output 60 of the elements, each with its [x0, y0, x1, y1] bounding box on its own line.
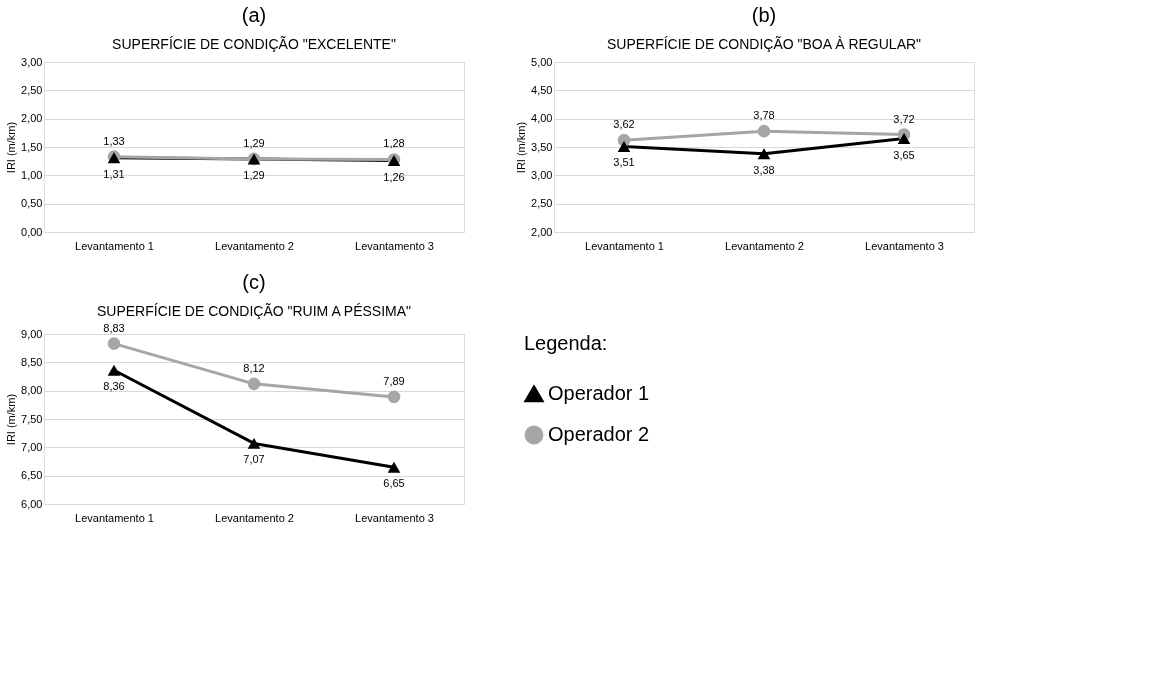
x-tick-label: Levantamento 2	[215, 511, 294, 524]
x-tick-label: Levantamento 3	[355, 511, 434, 524]
y-tick-label: 3,50	[531, 140, 553, 153]
data-label: 1,29	[243, 168, 265, 181]
data-label: 1,28	[383, 137, 405, 150]
x-tick-label: Levantamento 1	[585, 239, 664, 252]
y-tick-label: 1,50	[21, 140, 43, 153]
y-tick-label: 2,50	[21, 83, 43, 96]
data-label: 3,78	[753, 109, 775, 122]
data-label: 1,31	[103, 167, 125, 180]
chart-title: (b)	[751, 4, 777, 26]
data-label: 3,38	[753, 163, 775, 176]
y-tick-label: 3,00	[531, 168, 553, 181]
chart-subtitle: SUPERFÍCIE DE CONDIÇÃO "EXCELENTE"	[112, 36, 396, 52]
data-label: 7,89	[383, 374, 405, 387]
chart-subtitle: SUPERFÍCIE DE CONDIÇÃO "BOA À REGULAR"	[606, 36, 922, 52]
y-tick-label: 4,50	[531, 83, 553, 96]
y-tick-label: 8,50	[21, 355, 43, 368]
chart-subtitle: SUPERFÍCIE DE CONDIÇÃO "RUIM A PÉSSIMA"	[96, 302, 412, 319]
y-tick-label: 2,00	[21, 112, 43, 125]
y-tick-label: 2,00	[531, 225, 553, 238]
legend-label: Operador 2	[548, 423, 650, 445]
y-axis-title: IRI (m/km)	[5, 393, 18, 446]
data-label: 1,26	[383, 170, 405, 183]
y-tick-label: 6,00	[21, 497, 43, 510]
x-tick-label: Levantamento 2	[215, 239, 294, 252]
data-label: 6,65	[383, 477, 405, 490]
x-tick-label: Levantamento 2	[725, 239, 804, 252]
x-tick-label: Levantamento 3	[865, 239, 944, 252]
y-tick-label: 6,50	[21, 469, 43, 482]
y-tick-label: 9,00	[21, 327, 43, 340]
x-tick-label: Levantamento 3	[355, 239, 434, 252]
data-label: 8,12	[243, 361, 265, 374]
data-label: 3,72	[893, 112, 915, 125]
y-tick-label: 4,00	[531, 112, 553, 125]
legend-label: Operador 1	[548, 382, 650, 404]
y-axis-title: IRI (m/km)	[5, 121, 18, 174]
chart-title: (a)	[241, 4, 267, 26]
data-label: 8,83	[103, 321, 125, 334]
data-label: 7,07	[243, 453, 265, 466]
y-tick-label: 7,00	[21, 440, 43, 453]
y-tick-label: 7,50	[21, 412, 43, 425]
chart-title: (c)	[242, 270, 266, 293]
y-tick-label: 8,00	[21, 384, 43, 397]
legend-title: Legenda:	[524, 332, 608, 354]
x-tick-label: Levantamento 1	[75, 511, 154, 524]
y-axis-title: IRI (m/km)	[515, 121, 528, 174]
data-label: 3,62	[613, 118, 635, 131]
y-tick-label: 3,00	[21, 55, 43, 68]
y-tick-label: 2,50	[531, 197, 553, 210]
data-label: 8,36	[103, 380, 125, 393]
data-label: 3,65	[893, 148, 915, 161]
data-label: 3,51	[613, 156, 635, 169]
y-tick-label: 0,50	[21, 197, 43, 210]
y-tick-label: 1,00	[21, 168, 43, 181]
y-tick-label: 5,00	[531, 55, 553, 68]
x-tick-label: Levantamento 1	[75, 239, 154, 252]
data-label: 1,33	[103, 134, 125, 147]
y-tick-label: 0,00	[21, 225, 43, 238]
data-label: 1,29	[243, 136, 265, 149]
